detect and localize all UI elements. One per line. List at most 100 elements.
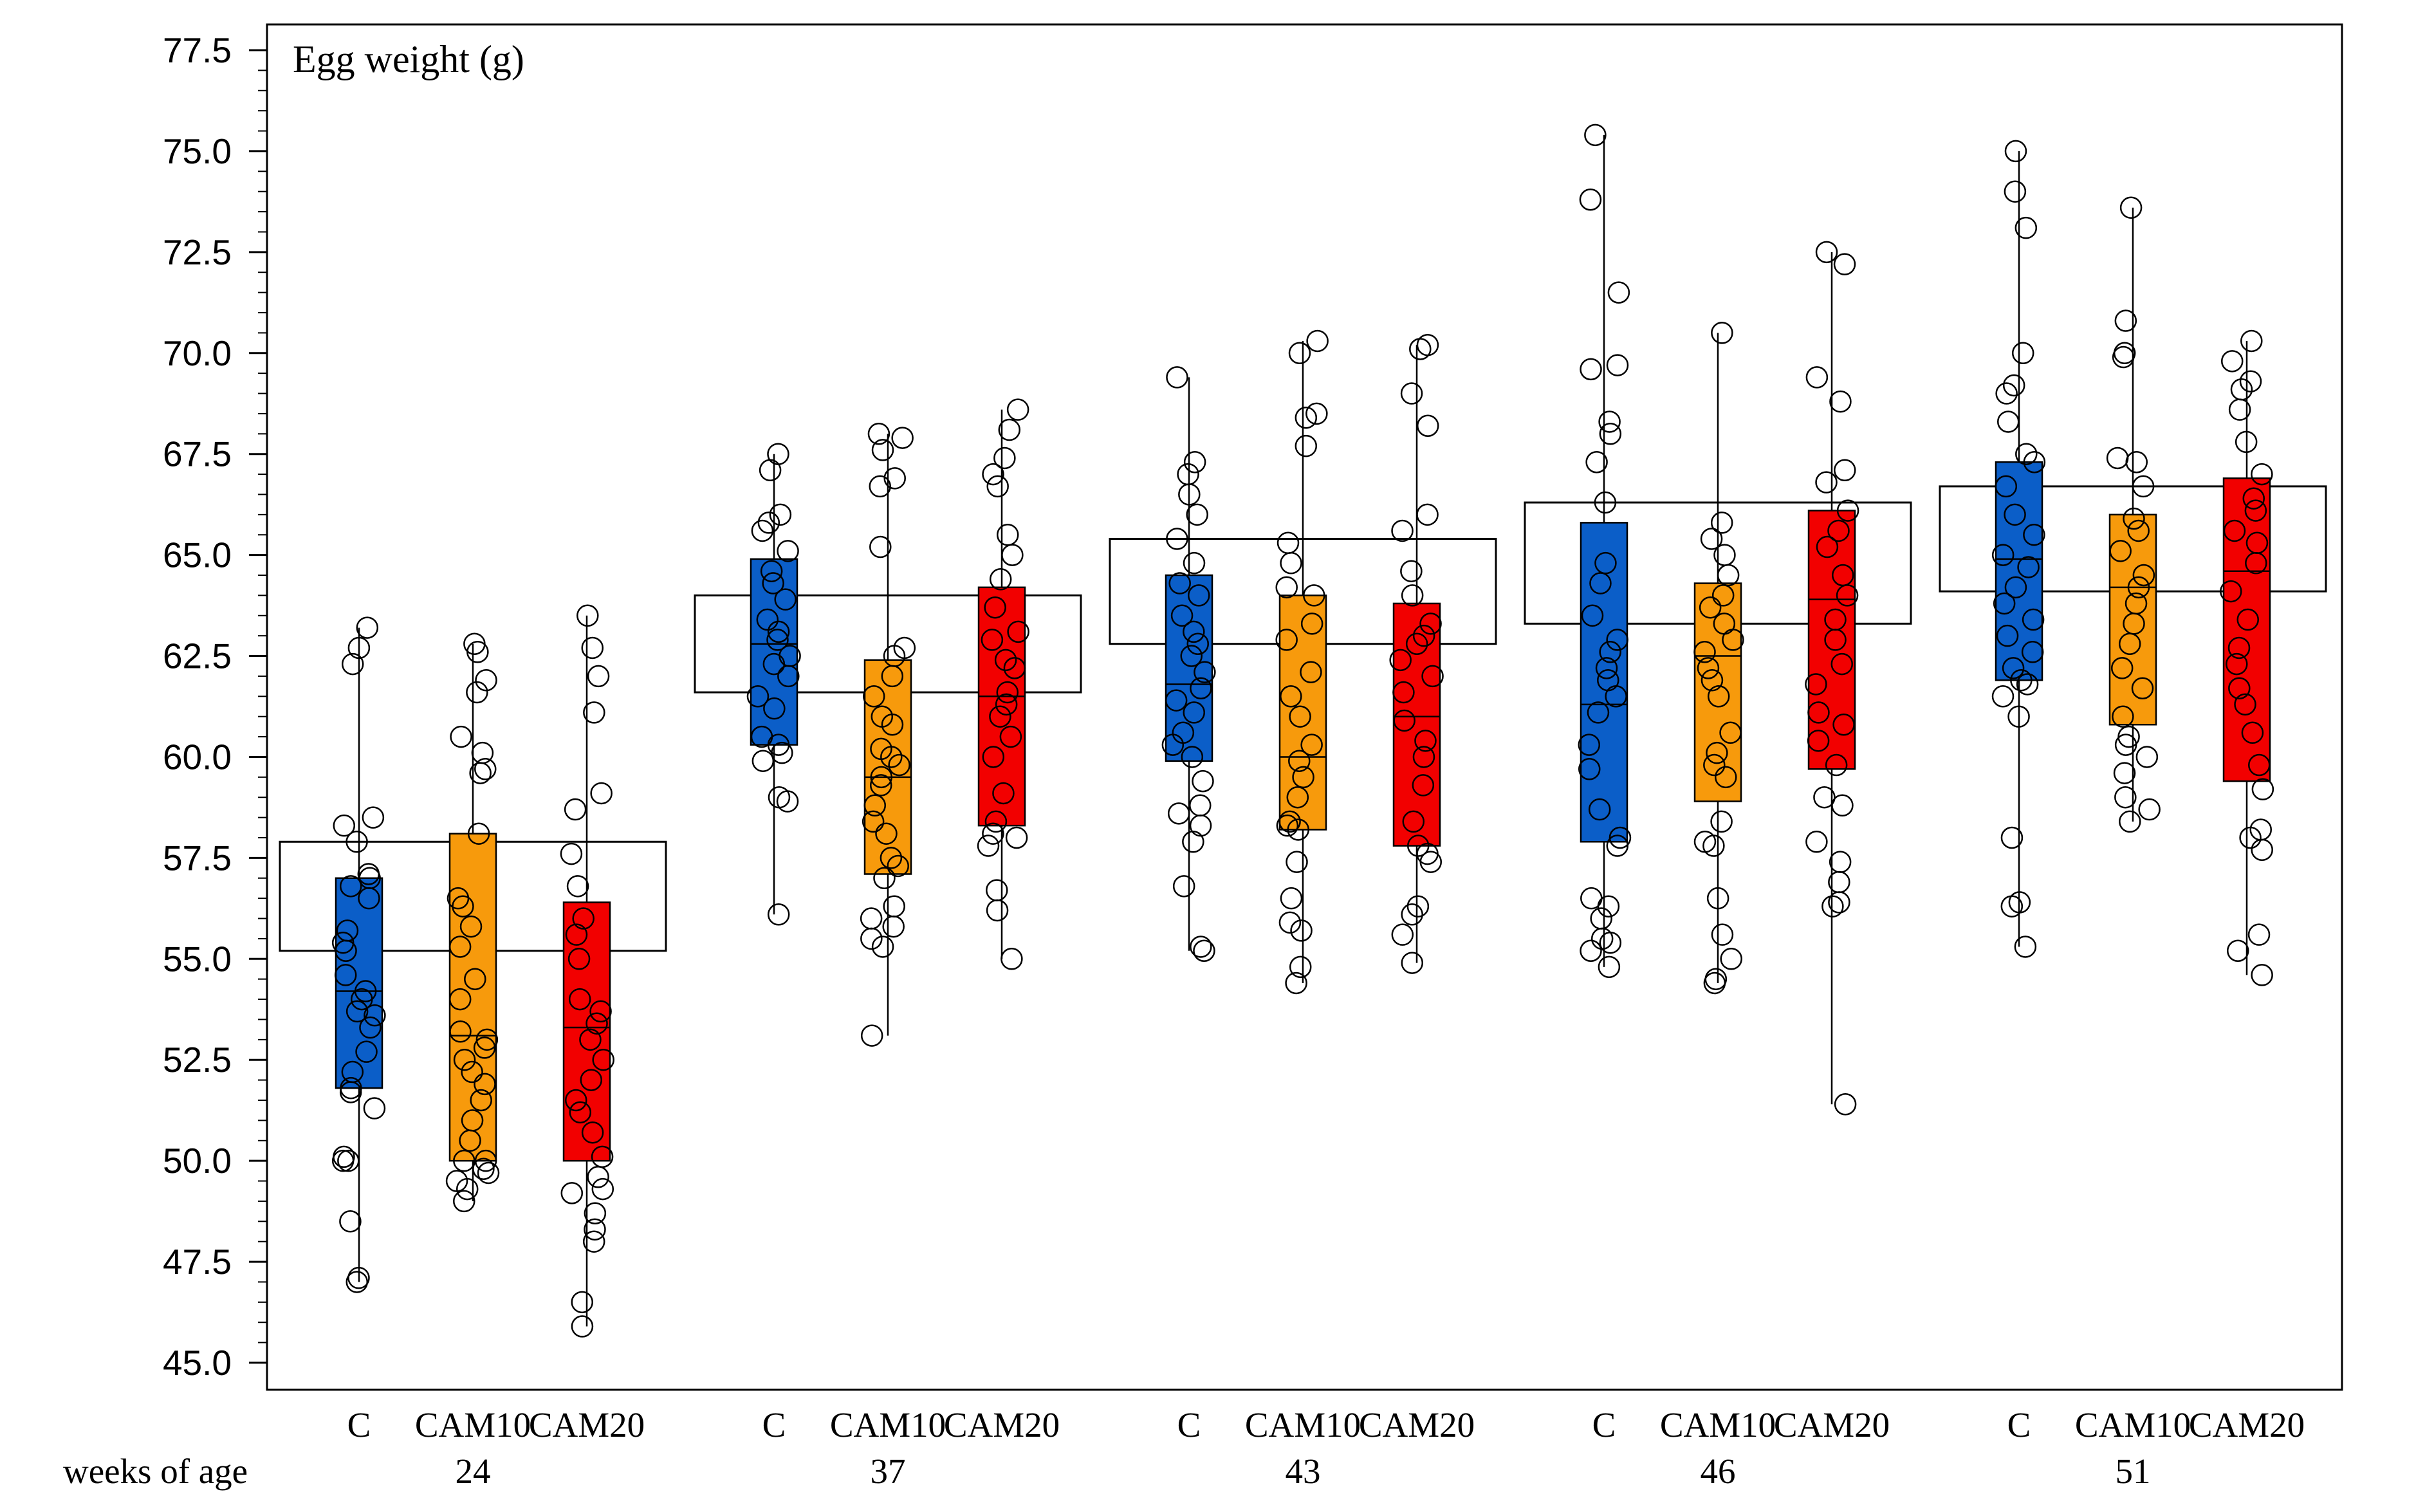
treatment-label: C — [762, 1405, 786, 1444]
data-point — [2010, 668, 2033, 692]
data-point — [1391, 519, 1414, 542]
data-point — [2132, 475, 2155, 498]
data-point — [471, 741, 494, 764]
data-point — [565, 1089, 587, 1112]
y-axis: 45.0 47.5 50.0 52.5 55.0 57.5 60.0 62.5 65.0 67.5… — [163, 30, 267, 1383]
data-point — [567, 948, 591, 970]
data-point — [1715, 766, 1737, 789]
data-point — [334, 964, 357, 986]
data-point — [2112, 705, 2134, 728]
data-point — [1713, 544, 1736, 566]
data-point — [1580, 358, 1602, 381]
data-point — [1815, 471, 1838, 493]
data-point — [1599, 641, 1621, 663]
data-point — [1834, 1093, 1857, 1116]
data-point — [589, 1000, 612, 1023]
data-point — [1300, 613, 1323, 635]
data-point — [1706, 741, 1728, 764]
data-point — [340, 1076, 362, 1100]
data-point — [1710, 810, 1733, 833]
data-point — [1288, 342, 1311, 365]
data-point — [1816, 535, 1839, 558]
data-point — [453, 1048, 476, 1071]
data-point — [2021, 641, 2044, 663]
data-point — [2131, 677, 2154, 700]
data-point — [591, 1177, 614, 1201]
data-point — [1286, 851, 1308, 873]
data-point — [579, 1028, 602, 1051]
data-point — [346, 1000, 369, 1023]
data-point — [767, 443, 789, 465]
data-point — [331, 931, 355, 954]
data-point — [1996, 410, 2020, 433]
data-point — [1285, 972, 1307, 995]
treatment-label: CAM20 — [944, 1405, 1060, 1444]
data-point — [1192, 770, 1214, 793]
data-point — [356, 616, 379, 639]
data-point — [2248, 753, 2271, 777]
data-point — [1187, 584, 1210, 607]
data-point — [1400, 560, 1423, 582]
data-point — [2125, 450, 2148, 474]
data-point — [1707, 685, 1730, 708]
data-point — [1836, 499, 1859, 522]
data-point — [1805, 366, 1829, 389]
data-point — [994, 649, 1017, 672]
data-point — [2127, 519, 2150, 542]
y-tick-label: 57.5 — [163, 838, 232, 878]
data-point — [1412, 624, 1435, 647]
data-point — [776, 790, 799, 813]
data-point — [1824, 608, 1847, 631]
week-label: 43 — [1286, 1452, 1321, 1491]
data-point — [1579, 188, 1602, 211]
data-point — [581, 636, 604, 659]
data-point — [1189, 814, 1212, 837]
data-point — [998, 418, 1021, 441]
data-point — [1165, 689, 1188, 712]
data-point — [2251, 838, 2273, 862]
data-point — [1991, 544, 2015, 566]
data-point — [1190, 936, 1212, 958]
data-point — [474, 1073, 496, 1096]
data-point — [2123, 507, 2145, 530]
data-point — [340, 875, 362, 898]
data-point — [1834, 459, 1856, 482]
week-label: 46 — [1701, 1452, 1736, 1491]
data-point — [467, 822, 490, 845]
data-point — [867, 423, 890, 445]
data-point — [359, 1016, 382, 1039]
data-point — [777, 540, 799, 562]
data-point — [470, 1089, 492, 1112]
data-point — [2004, 180, 2027, 203]
data-point — [871, 936, 894, 958]
data-point — [1007, 620, 1029, 643]
y-tick-label: 72.5 — [163, 232, 232, 272]
treatment-label: CAM20 — [1359, 1405, 1475, 1444]
data-point — [1278, 911, 1302, 934]
data-point — [871, 439, 894, 461]
data-point — [767, 620, 790, 643]
data-point — [463, 632, 486, 655]
data-point — [871, 705, 894, 728]
week-label: 24 — [456, 1452, 491, 1491]
data-point — [584, 1218, 606, 1241]
data-point — [2249, 818, 2273, 841]
data-point — [1606, 629, 1628, 651]
data-point — [592, 1048, 614, 1071]
data-point — [1701, 668, 1724, 692]
data-point — [357, 863, 380, 885]
data-point — [337, 1149, 360, 1172]
data-point — [751, 519, 774, 542]
data-point — [986, 879, 1008, 901]
data-point — [1172, 721, 1195, 744]
data-point — [1183, 701, 1205, 724]
data-point — [1275, 576, 1298, 599]
data-point — [2251, 778, 2274, 800]
data-point — [2242, 487, 2265, 510]
data-point — [1599, 931, 1622, 954]
data-point — [1720, 948, 1742, 970]
data-point — [984, 810, 1008, 833]
data-point — [1829, 851, 1852, 873]
data-point — [1168, 572, 1191, 595]
